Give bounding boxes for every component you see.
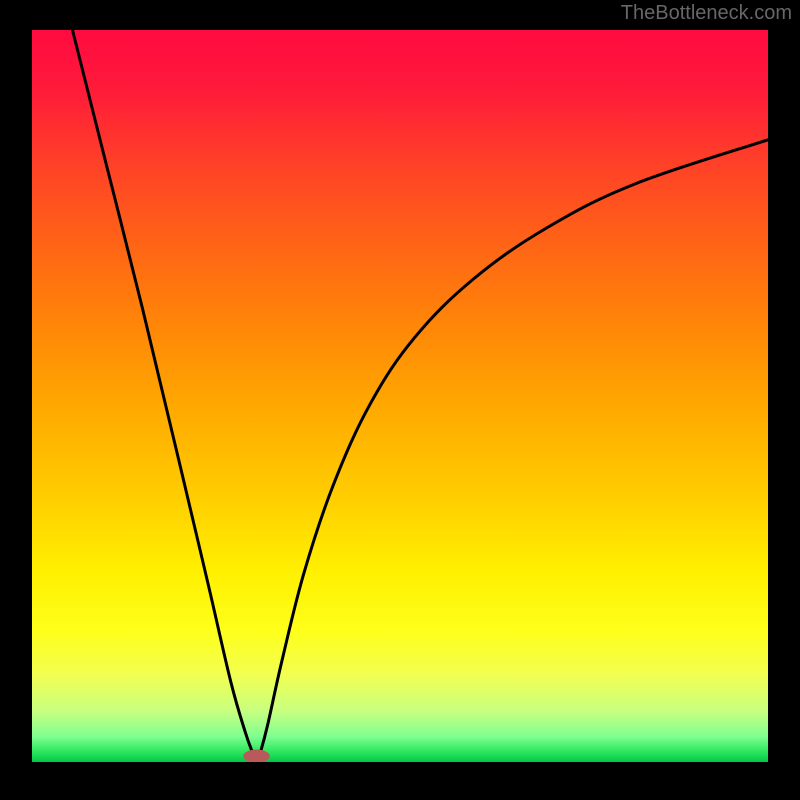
- watermark-text: TheBottleneck.com: [621, 2, 792, 25]
- chart-container: TheBottleneck.com: [0, 0, 800, 800]
- bottleneck-chart: [32, 30, 768, 762]
- gradient-background: [32, 30, 768, 762]
